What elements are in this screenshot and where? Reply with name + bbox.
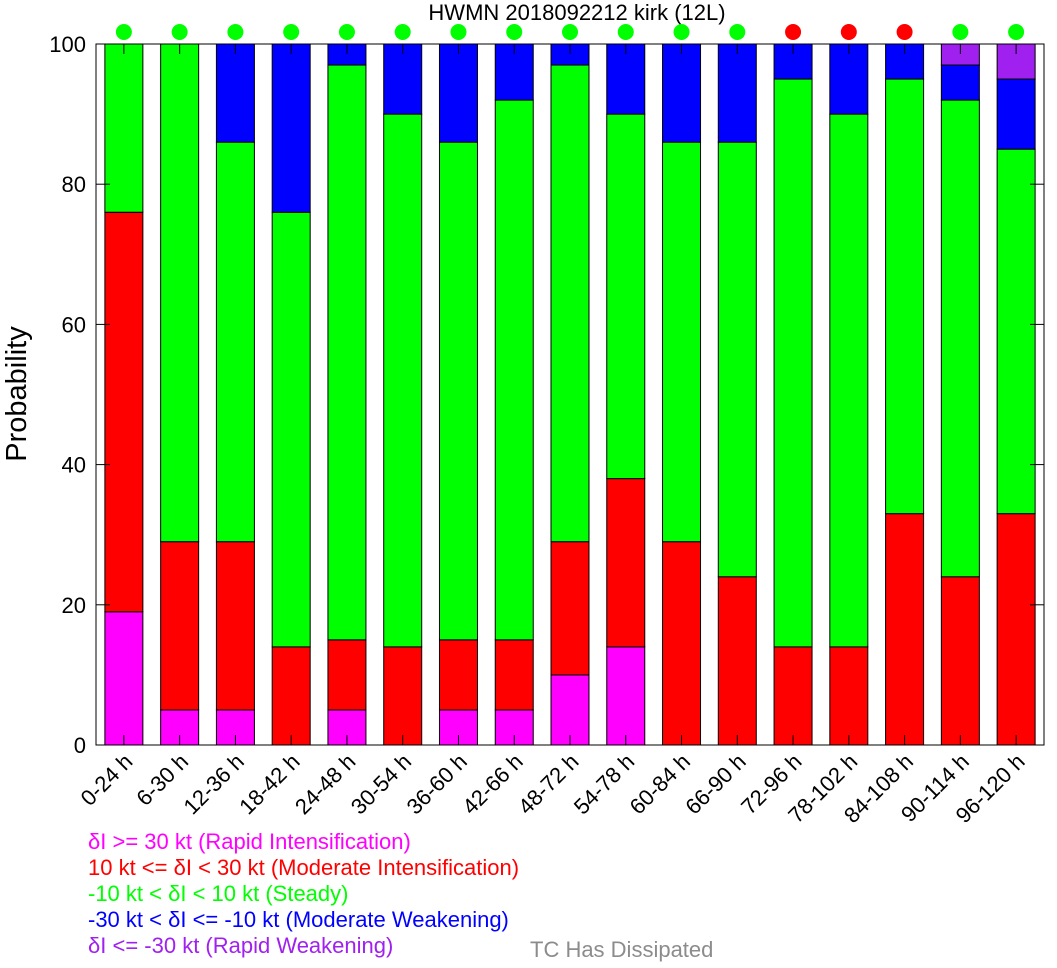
bar-segment-12-series-3 [717,141,757,578]
bar-segment-12-series-4 [717,43,757,143]
bar-segment-1-series-2 [104,211,144,613]
bar-segment-2-series-2 [160,541,200,711]
y-tick-label: 20 [62,593,86,618]
bar-segment-9-series-3 [550,64,590,543]
bar-segment-2-series-3 [160,43,200,543]
bar-segment-1-series-3 [104,43,144,213]
bar-segment-13-series-2 [773,646,813,746]
legend-entry-1: δI >= 30 kt (Rapid Intensification) [88,829,411,854]
category-marker-dot [952,24,969,40]
category-marker-dot [785,24,802,40]
category-marker-dot [729,24,746,40]
bar-segment-5-series-2 [327,639,367,711]
x-tick-label: 18-42 h [234,749,304,819]
bar-segment-4-series-3 [271,211,311,648]
legend-entry-4: -30 kt < δI <= -10 kt (Moderate Weakenin… [88,907,509,932]
x-tick-label: 42-66 h [457,749,527,819]
category-marker-dot [171,24,188,40]
bar-segment-3-series-4 [215,43,255,143]
x-tick-label: 48-72 h [513,749,583,819]
category-marker-dot [450,24,467,40]
bar-segment-4-series-4 [271,43,311,213]
bar-segment-6-series-3 [383,113,423,648]
legend-entry-2: 10 kt <= δI < 30 kt (Moderate Intensific… [88,855,520,880]
bar-segment-5-series-3 [327,64,367,641]
bar-segment-11-series-2 [662,541,702,746]
category-marker-dot [227,24,244,40]
bar-segment-8-series-3 [494,99,534,641]
legend-entry-5: δI <= -30 kt (Rapid Weakening) [88,933,394,958]
bar-segment-10-series-4 [606,43,646,115]
bar-segment-11-series-3 [662,141,702,543]
y-axis-label: Probability [1,326,33,462]
x-tick-label: 12-36 h [179,749,249,819]
y-tick-label: 80 [62,172,86,197]
bar-segment-14-series-4 [829,43,869,115]
bar-segment-10-series-3 [606,113,646,480]
bar-segment-11-series-4 [662,43,702,143]
y-tick-label: 60 [62,312,86,337]
bar-segment-16-series-2 [940,576,980,746]
bars-group [104,43,1036,746]
category-marker-dot [338,24,355,40]
bar-segment-16-series-3 [940,99,980,578]
bar-segment-8-series-2 [494,639,534,711]
bar-segment-9-series-2 [550,541,590,676]
category-marker-dot [840,24,857,40]
bar-segment-9-series-1 [550,674,590,746]
bar-segment-14-series-2 [829,646,869,746]
bar-segment-15-series-3 [885,78,925,515]
dissipated-label: TC Has Dissipated [530,937,714,962]
category-markers-group [115,24,1025,40]
bar-segment-3-series-2 [215,541,255,711]
legend-entry-3: -10 kt < δI < 10 kt (Steady) [88,881,349,906]
y-tick-label: 0 [74,733,86,758]
bar-segment-16-series-4 [940,64,980,101]
bar-segment-6-series-2 [383,646,423,746]
category-marker-dot [896,24,913,40]
x-tick-label: 66-90 h [680,749,750,819]
category-marker-dot [394,24,411,40]
category-marker-dot [283,24,300,40]
bar-segment-17-series-2 [996,513,1036,746]
x-tick-label: 0-24 h [76,749,138,811]
x-tick-label: 60-84 h [625,749,695,819]
x-tick-label: 30-54 h [346,749,416,819]
bar-segment-6-series-4 [383,43,423,115]
bar-segment-10-series-1 [606,646,646,746]
bar-segment-13-series-3 [773,78,813,648]
y-tick-label: 100 [49,32,86,57]
x-tick-label: 36-60 h [402,749,472,819]
chart-title: HWMN 2018092212 kirk (12L) [428,0,725,25]
bar-segment-14-series-3 [829,113,869,648]
category-marker-dot [562,24,578,40]
bar-segment-8-series-4 [494,43,534,101]
bar-segment-7-series-4 [438,43,478,143]
x-tick-label: 54-78 h [569,749,639,819]
category-marker-dot [673,24,690,40]
category-marker-dot [506,24,523,40]
bar-segment-12-series-2 [717,576,757,746]
bar-segment-10-series-2 [606,478,646,648]
bar-segment-7-series-3 [438,141,478,641]
category-marker-dot [1008,24,1025,40]
category-marker-dot [115,24,132,40]
y-tick-label: 40 [62,453,86,478]
bar-segment-17-series-3 [996,148,1036,515]
category-marker-dot [617,24,634,40]
bar-segment-3-series-3 [215,141,255,543]
bar-segment-1-series-1 [104,611,144,746]
x-tick-label: 24-48 h [290,749,360,819]
plot-frame [95,43,1045,746]
bar-segment-15-series-2 [885,513,925,746]
bar-segment-4-series-2 [271,646,311,746]
bar-segment-7-series-2 [438,639,478,711]
bar-segment-17-series-4 [996,78,1036,150]
